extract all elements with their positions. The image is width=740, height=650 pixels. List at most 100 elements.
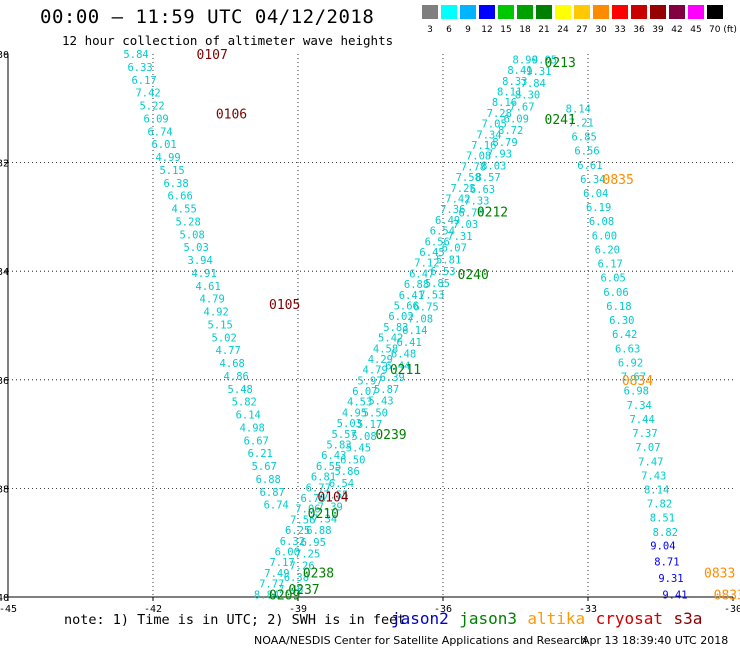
swh-value-label: 6.55 <box>316 461 341 473</box>
legend-swatch <box>631 5 647 19</box>
swh-value-label: 8.16 <box>492 97 517 109</box>
pass-id-label: 0833 <box>704 567 735 582</box>
swh-value-label: 6.56 <box>574 146 599 158</box>
swh-value-label: 5.87 <box>374 384 399 396</box>
y-tick-label: -34 <box>0 267 9 278</box>
swh-value-label: 6.63 <box>470 184 495 196</box>
swh-value-label: 4.53 <box>347 397 372 409</box>
timestamp: Apr 13 18:39:40 UTC 2018 <box>582 634 729 647</box>
swh-value-label: 4.95 <box>342 407 367 419</box>
satellite-s3a: s3a <box>673 609 703 628</box>
swh-value-label: 6.74 <box>147 126 172 138</box>
swh-value-label: 5.15 <box>159 165 184 177</box>
swh-value-label: 6.20 <box>595 244 620 256</box>
x-tick-label: -33 <box>579 604 597 615</box>
swh-value-label: 6.47 <box>409 268 434 280</box>
swh-value-label: 4.99 <box>155 152 180 164</box>
swh-value-label: 7.84 <box>521 78 546 90</box>
swh-value-label: 6.63 <box>615 343 640 355</box>
swh-value-label: 6.19 <box>586 202 611 214</box>
swh-value-label: 5.03 <box>184 242 209 254</box>
swh-value-label: 6.14 <box>236 410 261 422</box>
swh-value-label: 7.67 <box>621 372 646 384</box>
swh-value-label: 9.31 <box>658 573 683 585</box>
legend-label: 15 <box>500 25 512 35</box>
pass-id-label: 0213 <box>545 56 576 71</box>
swh-value-label: 5.82 <box>232 397 257 409</box>
swh-value-label: 6.38 <box>163 178 188 190</box>
swh-value-label: 7.34 <box>312 513 337 525</box>
pass-id-label: 0834 <box>622 374 653 389</box>
satellite-jason2: jason2 <box>391 609 449 628</box>
swh-value-label: 8.57 <box>475 172 500 184</box>
y-tick-label: -40 <box>0 593 9 604</box>
swh-value-label: 7.82 <box>647 499 672 511</box>
legend-label: 3 <box>427 25 433 35</box>
swh-value-label: 7.34 <box>476 129 501 141</box>
swh-value-label: 6.61 <box>577 160 602 172</box>
swh-value-label: 6.00 <box>275 546 300 558</box>
swh-value-label: 6.54 <box>329 478 354 490</box>
swh-value-label: 6.85 <box>571 132 596 144</box>
swh-value-label: 6.78 <box>459 207 484 219</box>
swh-value-label: 6.88 <box>404 279 429 291</box>
swh-value-label: 6.56 <box>425 236 450 248</box>
swh-value-label: 6.98 <box>624 386 649 398</box>
chart-title: 00:00 – 11:59 UTC 04/12/2018 <box>40 6 375 28</box>
swh-value-label: 5.03 <box>337 418 362 430</box>
swh-value-label: 9.04 <box>650 540 675 552</box>
swh-value-label: 4.79 <box>363 365 388 377</box>
swh-value-label: 7.12 <box>414 258 439 270</box>
legend-label: 42 <box>671 25 683 35</box>
chart-subtitle: 12 hour collection of altimeter wave hei… <box>62 33 394 48</box>
swh-value-label: 7.33 <box>464 196 489 208</box>
pass-id-label: 0239 <box>375 428 406 443</box>
swh-value-label: 6.41 <box>399 290 424 302</box>
swh-value-label: 6.81 <box>311 472 336 484</box>
legend-label: 70 (ft) <box>709 25 737 35</box>
swh-value-label: 6.75 <box>413 301 438 313</box>
legend-label: 21 <box>538 25 550 35</box>
swh-value-label: 8.03 <box>481 160 506 172</box>
swh-value-label: 7.42 <box>445 193 470 205</box>
swh-value-label: 7.93 <box>487 149 512 161</box>
satellite-altika: altika <box>527 609 586 628</box>
legend-label: 24 <box>557 25 569 35</box>
legend-label: 12 <box>481 25 493 35</box>
swh-value-label: 5.08 <box>351 431 376 443</box>
pass-id-label: 0240 <box>458 268 489 283</box>
grid-lines <box>8 54 733 597</box>
pass-id-label: 0212 <box>477 205 508 220</box>
legend-label: 30 <box>595 25 607 35</box>
swh-value-label: 9.41 <box>662 589 687 601</box>
swh-value-label: 5.50 <box>363 407 388 419</box>
swh-value-label: 6.33 <box>127 62 152 74</box>
swh-value-label: 6.34 <box>580 174 605 186</box>
swh-value-label: 7.08 <box>408 313 433 325</box>
swh-value-label: 7.47 <box>638 456 663 468</box>
swh-value-label: 8.71 <box>654 557 679 569</box>
swh-value-label: 6.88 <box>256 474 281 486</box>
legend-swatch <box>479 5 495 19</box>
pass-id-label: 0211 <box>390 363 421 378</box>
pass-id-label: 0241 <box>545 113 576 128</box>
pass-id-label: 0106 <box>216 108 247 123</box>
swh-value-label: 8.14 <box>566 103 591 115</box>
swh-value-label: 7.77 <box>259 579 284 591</box>
x-tick-label: -45 <box>0 604 17 615</box>
legend-swatch <box>422 5 438 19</box>
swh-value-label: 6.53 <box>430 266 455 278</box>
legend-label: 9 <box>465 25 471 35</box>
swh-value-label: 7.05 <box>481 119 506 131</box>
legend-swatch <box>669 5 685 19</box>
swh-value-label: 6.30 <box>609 315 634 327</box>
credit-line: NOAA/NESDIS Center for Satellite Applica… <box>254 634 588 647</box>
swh-value-label: 6.95 <box>301 537 326 549</box>
swh-value-label: 6.02 <box>388 311 413 323</box>
pass-id-label: 0833 <box>714 588 740 603</box>
swh-value-label: 5.15 <box>208 319 233 331</box>
swh-value-label: 5.22 <box>139 101 164 113</box>
swh-value-label: 5.28 <box>175 216 200 228</box>
x-tick-label: -36 <box>434 604 452 615</box>
swh-value-label: 7.25 <box>295 549 320 561</box>
